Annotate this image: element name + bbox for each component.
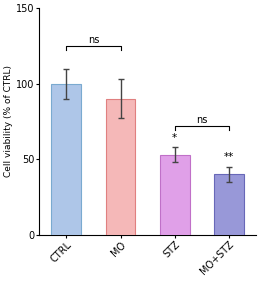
Text: ns: ns [196,115,207,125]
Bar [106,99,135,235]
Bar [214,174,244,235]
Text: *: * [172,133,177,142]
Bar [51,84,81,235]
Text: **: ** [224,152,234,162]
Text: ns: ns [88,35,99,45]
Y-axis label: Cell viability (% of CTRL): Cell viability (% of CTRL) [4,65,13,177]
Bar [160,155,190,235]
